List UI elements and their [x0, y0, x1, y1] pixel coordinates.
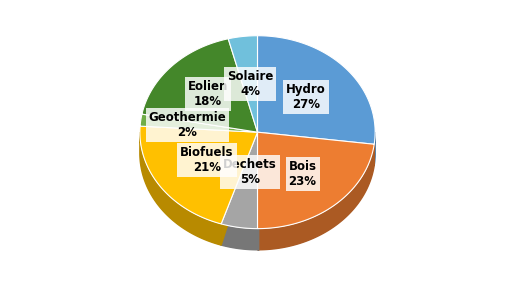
Polygon shape	[258, 132, 374, 166]
Text: Biofuels
21%: Biofuels 21%	[180, 146, 234, 174]
Polygon shape	[140, 133, 221, 245]
Text: Dechets
5%: Dechets 5%	[223, 158, 277, 186]
Polygon shape	[140, 114, 258, 132]
Polygon shape	[221, 132, 258, 245]
Text: Solaire
4%: Solaire 4%	[227, 70, 273, 98]
Polygon shape	[258, 132, 374, 166]
Polygon shape	[140, 126, 258, 224]
Polygon shape	[142, 39, 258, 132]
Text: Bois
23%: Bois 23%	[288, 160, 317, 188]
Polygon shape	[221, 132, 258, 245]
Text: Geothermie
2%: Geothermie 2%	[149, 111, 227, 139]
Text: Hydro
27%: Hydro 27%	[286, 83, 326, 111]
Polygon shape	[374, 132, 375, 166]
Polygon shape	[258, 36, 375, 144]
Polygon shape	[258, 132, 374, 229]
Ellipse shape	[140, 57, 375, 250]
Polygon shape	[221, 224, 258, 250]
Text: Eolien
18%: Eolien 18%	[187, 80, 228, 108]
Polygon shape	[228, 36, 258, 132]
Polygon shape	[221, 132, 258, 229]
Polygon shape	[258, 144, 374, 250]
